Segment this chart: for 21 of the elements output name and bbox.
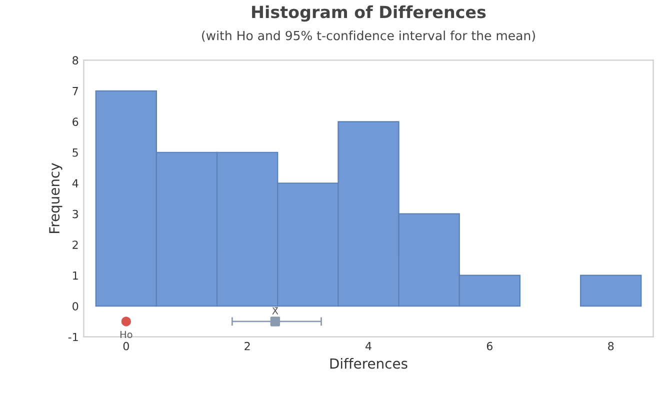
y-tick-label: 8 <box>72 56 78 65</box>
x-tick-label: 4 <box>366 342 372 350</box>
y-tick-label: 6 <box>72 118 78 126</box>
x-tick-label: 6 <box>486 342 493 350</box>
y-tick-label: 2 <box>72 240 78 249</box>
annotation: X̄ <box>272 307 278 314</box>
x-axis-title: Differences <box>330 358 408 369</box>
y-tick-label: 0 <box>72 302 78 310</box>
chart-subtitle: (with Ho and 95% t-confidence interval for the mean) <box>202 30 535 42</box>
y-tick-label: 5 <box>72 148 78 157</box>
y-tick-label: 1 <box>73 271 78 280</box>
x-tick-label: 0 <box>123 342 129 350</box>
annotation: Ho <box>120 330 132 338</box>
x-tick-label: 8 <box>608 342 614 350</box>
y-tick-label: 7 <box>72 87 78 96</box>
y-tick-label: 3 <box>72 210 78 218</box>
y-tick-label: 4 <box>72 179 78 188</box>
y-tick-label: -1 <box>68 332 78 342</box>
y-axis-title: Frequency <box>49 163 62 234</box>
chart-title: Histogram of Differences <box>252 5 486 22</box>
x-tick-label: 2 <box>244 342 250 350</box>
